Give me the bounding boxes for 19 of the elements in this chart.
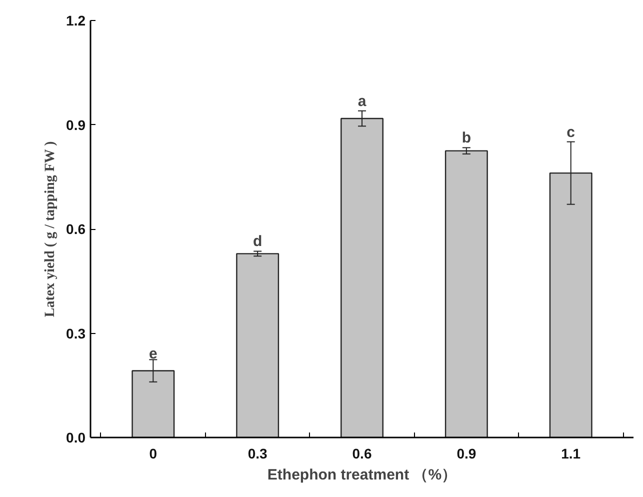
x-tick-label: 1.1 bbox=[561, 446, 581, 462]
y-tick-label: 1.2 bbox=[66, 12, 86, 28]
annotation: a bbox=[358, 92, 367, 110]
x-tick-label: 0.6 bbox=[352, 446, 372, 462]
bar bbox=[236, 253, 280, 438]
x-axis-title: Ethephon treatment （%） bbox=[267, 466, 457, 484]
y-tick-label: 0.0 bbox=[66, 430, 86, 446]
bar bbox=[444, 150, 488, 438]
annotation: e bbox=[148, 346, 158, 363]
x-tick-label: 0.9 bbox=[456, 446, 476, 462]
y-tick-label: 0.6 bbox=[66, 221, 86, 237]
x-tick-label: 0 bbox=[149, 446, 158, 462]
x-tick-label: 0.3 bbox=[248, 446, 268, 462]
annotation: c bbox=[566, 124, 576, 141]
y-axis-title: Latex yield ( g / tapping FW ) bbox=[43, 140, 58, 318]
annotation: d bbox=[252, 233, 262, 250]
annotation: b bbox=[462, 130, 472, 147]
y-tick-label: 0.9 bbox=[66, 116, 86, 133]
y-tick-label: 0.3 bbox=[66, 325, 86, 342]
